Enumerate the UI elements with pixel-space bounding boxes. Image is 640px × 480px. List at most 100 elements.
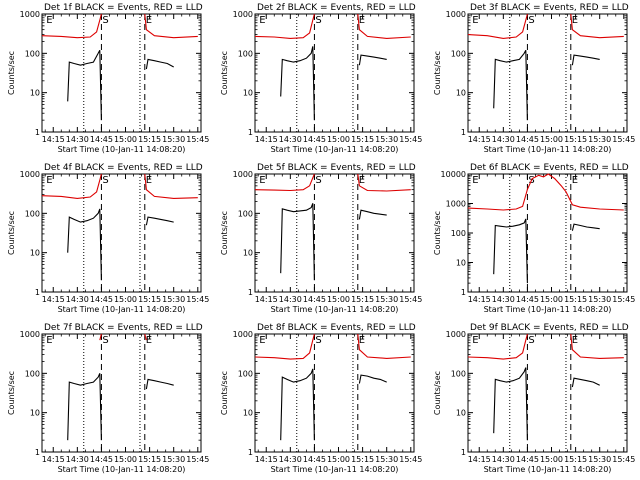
x-tick-label: 14:45 xyxy=(90,295,113,304)
marker-label: E xyxy=(572,335,578,346)
y-tick-label: 10 xyxy=(243,409,253,418)
x-tick-label: 14:15 xyxy=(42,455,65,464)
y-axis-label: Counts/sec xyxy=(433,51,442,95)
x-tick-label: 15:00 xyxy=(327,135,350,144)
y-axis-label: Counts/sec xyxy=(220,371,229,415)
plot-frame xyxy=(254,13,415,133)
x-tick-label: 14:45 xyxy=(303,135,326,144)
marker-label: E xyxy=(259,15,265,26)
x-axis-label: Start Time (10-Jan-11 14:08:20) xyxy=(271,465,399,474)
y-tick-label: 1 xyxy=(35,288,40,297)
panel-title: Det 9f BLACK = Events, RED = LLD xyxy=(470,323,629,333)
y-axis-label: Counts/sec xyxy=(220,211,229,255)
y-tick-label: 10 xyxy=(243,89,253,98)
x-tick-label: 14:45 xyxy=(303,295,326,304)
y-tick-label: 100 xyxy=(451,369,466,378)
x-tick-label: 14:15 xyxy=(42,295,65,304)
x-tick-label: 14:30 xyxy=(279,295,302,304)
x-axis-label: Start Time (10-Jan-11 14:08:20) xyxy=(484,305,612,314)
events-series-line xyxy=(358,54,387,66)
events-series-line xyxy=(571,54,600,66)
x-tick-label: 15:15 xyxy=(351,455,374,464)
x-tick-label: 15:45 xyxy=(186,295,209,304)
x-axis-label: Start Time (10-Jan-11 14:08:20) xyxy=(271,145,399,154)
y-tick-label: 10 xyxy=(30,249,40,258)
marker-label: E xyxy=(146,335,152,346)
lld-series-line xyxy=(357,333,411,359)
x-tick-label: 14:15 xyxy=(255,455,278,464)
x-axis-label: Start Time (10-Jan-11 14:08:20) xyxy=(484,465,612,474)
y-tick-label: 1000 xyxy=(446,200,466,209)
events-series-line xyxy=(571,377,600,388)
marker-label: E xyxy=(46,15,52,26)
events-series-line xyxy=(280,368,315,441)
marker-label: E xyxy=(46,335,52,346)
y-tick-label: 10000 xyxy=(441,170,466,179)
lld-series-line xyxy=(41,13,102,39)
lld-series-line xyxy=(254,173,315,192)
marker-label: S xyxy=(102,175,108,186)
x-tick-label: 15:00 xyxy=(327,455,350,464)
y-tick-label: 10 xyxy=(30,89,40,98)
x-tick-label: 15:00 xyxy=(114,455,137,464)
x-tick-label: 15:15 xyxy=(564,295,587,304)
lld-series-line xyxy=(254,333,315,360)
x-tick-label: 15:00 xyxy=(540,455,563,464)
x-tick-label: 15:15 xyxy=(564,135,587,144)
y-axis-label: Counts/sec xyxy=(7,51,16,95)
plot-frame xyxy=(467,333,628,453)
y-tick-label: 100 xyxy=(25,209,40,218)
x-tick-label: 15:15 xyxy=(138,135,161,144)
plot-frame xyxy=(254,333,415,453)
marker-label: E xyxy=(472,175,478,186)
events-series-line xyxy=(493,218,528,284)
x-tick-label: 14:30 xyxy=(66,135,89,144)
x-tick-label: 14:30 xyxy=(492,295,515,304)
x-tick-label: 14:15 xyxy=(468,295,491,304)
y-axis-label: Counts/sec xyxy=(220,51,229,95)
y-axis-label: Counts/sec xyxy=(433,211,442,255)
marker-label: E xyxy=(359,175,365,186)
x-tick-label: 15:30 xyxy=(375,455,398,464)
x-tick-label: 15:45 xyxy=(399,135,422,144)
y-tick-label: 100 xyxy=(451,49,466,58)
detector-panel: Det 5f BLACK = Events, RED = LLD 1 10 100 10… xyxy=(220,163,422,314)
events-series-line xyxy=(571,223,600,231)
detector-panel: Det 2f BLACK = Events, RED = LLD 1 10 100 10… xyxy=(220,3,422,154)
x-axis-label: Start Time (10-Jan-11 14:08:20) xyxy=(58,305,186,314)
y-tick-label: 100 xyxy=(238,209,253,218)
y-tick-label: 1000 xyxy=(20,10,40,19)
marker-label: E xyxy=(572,175,578,186)
x-tick-label: 15:00 xyxy=(540,135,563,144)
events-series-line xyxy=(67,208,102,281)
lld-series-line xyxy=(144,333,147,341)
y-tick-label: 1000 xyxy=(233,10,253,19)
y-tick-label: 1 xyxy=(461,128,466,137)
x-tick-label: 15:45 xyxy=(186,135,209,144)
x-tick-label: 14:45 xyxy=(90,455,113,464)
y-tick-label: 1 xyxy=(35,448,40,457)
events-series-line xyxy=(145,216,174,226)
marker-label: E xyxy=(359,15,365,26)
events-series-line xyxy=(280,46,315,121)
y-tick-label: 1 xyxy=(248,288,253,297)
marker-label: S xyxy=(315,15,321,26)
y-tick-label: 1000 xyxy=(233,330,253,339)
x-tick-label: 14:15 xyxy=(468,455,491,464)
y-tick-label: 1 xyxy=(35,128,40,137)
x-tick-label: 15:30 xyxy=(375,295,398,304)
lld-series-line xyxy=(144,13,198,39)
events-series-line xyxy=(493,49,528,121)
marker-label: E xyxy=(146,175,152,186)
x-tick-label: 15:45 xyxy=(612,135,635,144)
plot-frame xyxy=(467,173,628,293)
panel-title: Det 5f BLACK = Events, RED = LLD xyxy=(257,163,416,173)
y-tick-label: 1000 xyxy=(20,170,40,179)
lld-series-line xyxy=(254,13,315,39)
y-tick-label: 1000 xyxy=(446,330,466,339)
x-tick-label: 14:45 xyxy=(90,135,113,144)
panel-title: Det 3f BLACK = Events, RED = LLD xyxy=(470,3,629,13)
panel-title: Det 4f BLACK = Events, RED = LLD xyxy=(44,163,203,173)
x-tick-label: 14:15 xyxy=(255,135,278,144)
x-tick-label: 14:45 xyxy=(516,295,539,304)
